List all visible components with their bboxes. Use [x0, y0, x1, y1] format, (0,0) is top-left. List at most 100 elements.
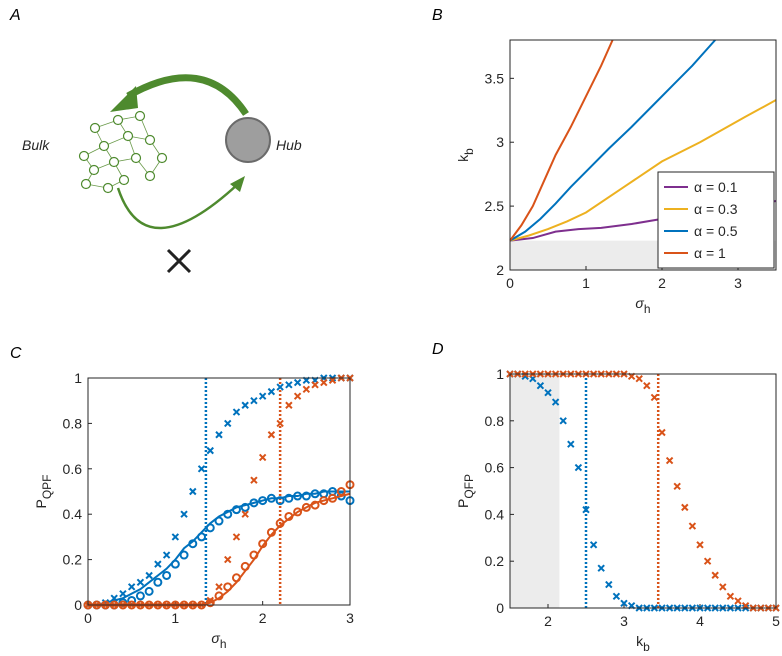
- circle-marker: [144, 586, 154, 596]
- cross-marker: [154, 560, 162, 568]
- x-tick-label: 0: [84, 610, 92, 626]
- y-axis-label-main: P: [33, 499, 49, 508]
- cross-marker: [559, 417, 567, 425]
- network-node: [80, 178, 92, 190]
- cross-marker: [650, 393, 659, 402]
- network-node: [78, 150, 90, 162]
- cross-marker: [232, 533, 241, 541]
- circle-marker: [135, 591, 145, 601]
- cross-marker: [250, 396, 258, 405]
- x-tick-label: 5: [772, 613, 780, 629]
- cross-marker: [267, 431, 276, 439]
- cross-marker: [582, 506, 590, 514]
- y-tick-label: 2: [496, 262, 504, 278]
- x-tick-label: 4: [696, 613, 704, 629]
- cross-marker: [276, 383, 284, 391]
- cross-marker: [127, 583, 136, 591]
- cross-marker: [688, 522, 697, 530]
- x-tick-label: 3: [620, 613, 628, 629]
- network-node: [144, 134, 156, 146]
- y-tick-label: 1: [496, 366, 504, 382]
- y-axis-label: PQFP: [455, 474, 476, 508]
- cross-marker: [119, 589, 127, 598]
- cross-marker: [136, 578, 145, 587]
- x-axis-label-sub: b: [643, 640, 650, 654]
- network-node: [144, 170, 156, 182]
- cross-marker: [189, 487, 197, 496]
- cross-marker: [285, 401, 293, 409]
- feedback-arrow: [126, 74, 249, 116]
- cross-marker: [224, 419, 232, 428]
- cross-marker: [711, 571, 719, 579]
- circle-marker: [275, 496, 285, 506]
- cross-marker: [224, 555, 232, 564]
- y-tick-label: 3: [496, 134, 504, 150]
- network-node: [88, 164, 100, 176]
- y-tick-label: 2.5: [485, 198, 505, 214]
- cross-marker: [589, 541, 598, 549]
- chart: B 0 1 2 3 2 2.5 3 3.5 σh kb α = 0.1 α = 0.3 α = 0.5 α …: [432, 7, 777, 316]
- arrow-head: [230, 176, 245, 192]
- x-tick-label: 3: [734, 275, 742, 291]
- y-tick-label: 0.4: [485, 506, 505, 522]
- circle-marker: [240, 502, 250, 512]
- cross-marker: [551, 398, 560, 406]
- y-tick-label: 0: [74, 597, 82, 613]
- cross-marker: [696, 541, 704, 549]
- circle-marker: [284, 493, 294, 503]
- x-axis-label: σh: [635, 295, 650, 316]
- x-axis-label: kb: [636, 633, 650, 654]
- cross-marker: [162, 551, 171, 559]
- panel-label: D: [432, 341, 444, 358]
- cross-marker: [658, 428, 666, 437]
- legend-label: α = 1: [694, 245, 726, 261]
- cross-marker: [703, 557, 712, 565]
- x-axis-label-main: σ: [635, 295, 644, 311]
- y-tick-label: 1: [74, 370, 82, 386]
- y-axis-label-main: k: [455, 154, 471, 162]
- x-tick-label: 0: [506, 275, 514, 291]
- series-line: [509, 99, 777, 242]
- cross-marker: [171, 533, 180, 541]
- plot-frame: [87, 377, 351, 606]
- bulk-network: [78, 110, 168, 194]
- cross-marker: [612, 592, 621, 601]
- cross-marker: [673, 482, 681, 491]
- cross-marker: [643, 381, 651, 390]
- plot-frame: [509, 373, 777, 609]
- x-axis-label-main: k: [636, 633, 644, 649]
- cross-marker: [734, 597, 742, 605]
- series-line: [88, 492, 351, 606]
- cross-marker: [215, 431, 223, 439]
- cross-marker: [241, 510, 249, 518]
- input-arrow: [116, 183, 239, 230]
- y-axis-label-sub: QFP: [462, 474, 476, 499]
- y-tick-label: 0: [496, 600, 504, 616]
- legend-label: α = 0.3: [694, 201, 738, 217]
- cross-marker: [258, 453, 267, 462]
- y-axis-label: kb: [455, 148, 476, 162]
- cross-marker: [681, 503, 689, 512]
- x-axis-label-sub: h: [220, 637, 227, 651]
- chart: C 0 1 2 3 0 0.2 0.4 0.6 0.8 1 σh PQPF: [10, 345, 355, 651]
- y-tick-label: 0.8: [485, 413, 505, 429]
- cross-marker: [276, 419, 284, 428]
- shaded-region: [510, 374, 560, 608]
- plot-frame: [509, 39, 777, 271]
- y-axis-label-sub: QPF: [40, 474, 54, 499]
- x-tick-label: 3: [346, 610, 354, 626]
- cross-marker: [544, 389, 552, 397]
- x-axis-label: σh: [211, 630, 226, 651]
- network-node: [98, 140, 110, 152]
- x-tick-label: 1: [171, 610, 179, 626]
- cross-marker: [267, 387, 276, 396]
- network-node: [122, 130, 134, 142]
- hub-node: [225, 117, 271, 163]
- cross-marker: [180, 510, 188, 518]
- y-tick-label: 0.2: [485, 553, 505, 569]
- y-axis-label-main: P: [455, 499, 471, 508]
- network-node: [89, 122, 101, 134]
- diagram: A Bulk Hub: [9, 7, 302, 274]
- network-node: [130, 152, 142, 164]
- network-node: [118, 174, 130, 186]
